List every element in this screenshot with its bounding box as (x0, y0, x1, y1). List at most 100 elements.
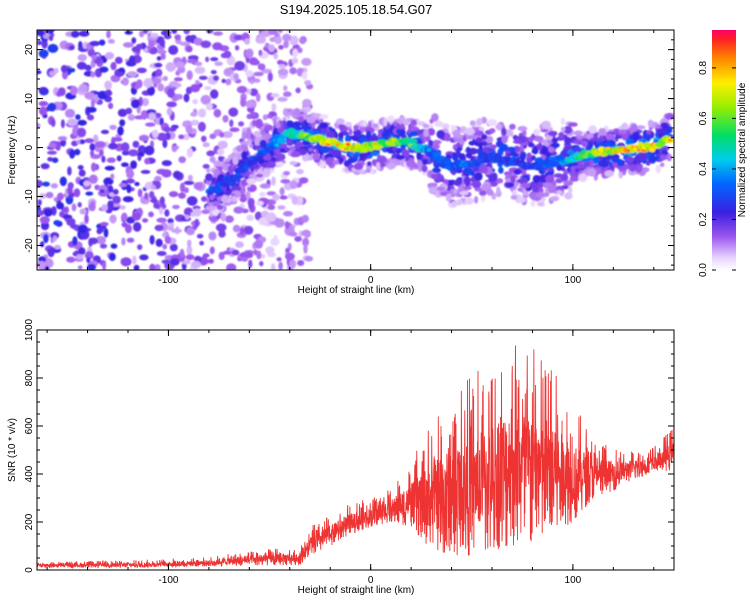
spectrogram-cell (635, 125, 646, 130)
colorbar-tick-label: 0.8 (698, 61, 709, 75)
spectrogram-cell (190, 84, 201, 93)
spectrogram-cell (87, 106, 97, 113)
spectrogram-cell (556, 190, 563, 195)
spectrogram-cell (474, 172, 483, 181)
snr-x-label: Height of straight line (km) (298, 585, 415, 596)
spectrogram-cell (186, 45, 193, 53)
spectrogram-cell (183, 180, 195, 185)
spectrogram-cell (78, 83, 89, 93)
x-tick-label: 100 (565, 275, 582, 286)
spectrogram-cell (532, 146, 539, 155)
spectrogram-cell (316, 134, 325, 141)
spectrogram-cell (210, 89, 219, 99)
spectrogram-cell (206, 205, 216, 211)
spectrogram-cell (225, 78, 232, 86)
spectrogram-cell (144, 145, 155, 156)
spectrogram-cell (201, 135, 207, 142)
spectrogram-cell (48, 35, 54, 41)
x-tick-label: 0 (368, 275, 374, 286)
spectrogram-cell (345, 121, 352, 127)
spectrogram-cell (223, 50, 232, 59)
spectrogram-cell (283, 210, 293, 217)
spectrogram-cell (249, 143, 254, 149)
spectrogram-cell (87, 48, 96, 57)
spectrogram-cell (131, 46, 141, 53)
spectrogram-cell (432, 167, 441, 174)
spectrogram-cell (39, 241, 45, 248)
spectrogram-cell (598, 127, 607, 136)
spectrogram-cell (265, 246, 275, 255)
spectrogram-cell (173, 77, 183, 82)
spectrogram-cell (246, 88, 252, 95)
spectrogram-cell (195, 79, 200, 85)
spectrogram-cell (132, 140, 140, 148)
spectrogram-cell (214, 187, 223, 193)
spectrogram-cell (238, 121, 245, 127)
spectrogram-cell (377, 156, 387, 164)
spectrogram-cell (39, 193, 47, 199)
spectrogram-cell (200, 94, 212, 105)
spectrogram-cell (166, 87, 175, 98)
spectrogram-cell (301, 214, 309, 223)
spectrogram-cell (272, 193, 280, 201)
spectrogram-cell (67, 186, 73, 195)
spectrogram-cell (53, 220, 61, 226)
spectrogram-cell (277, 68, 289, 76)
spectrogram-cell (47, 247, 55, 258)
spectrogram-cell (259, 192, 266, 197)
spectrogram-cell (107, 39, 115, 44)
spectrogram-cell (40, 163, 50, 170)
spectrogram-cell (655, 128, 666, 135)
spectrogram-cell (186, 245, 193, 256)
colorbar-ticks: 0.0 0.2 0.4 0.6 0.8 (698, 61, 736, 277)
spectrogram-cell (88, 237, 93, 247)
spectrogram-cell (618, 171, 623, 179)
y-tick-label: 600 (24, 417, 35, 434)
spectrogram-cell (509, 123, 516, 130)
spectrogram-cell (204, 86, 212, 91)
spectrogram-cell (90, 150, 95, 157)
spectrogram-cell (163, 34, 172, 40)
spectrogram-cell (89, 143, 96, 152)
spectrogram-y-label: Frequency (Hz) (7, 116, 18, 185)
colorbar-label: Normalized spectral amplitude (737, 82, 748, 217)
spectrogram-cell (145, 122, 156, 127)
spectrogram-cell (209, 156, 216, 163)
spectrogram-cell (499, 143, 509, 152)
y-tick-label: 400 (24, 465, 35, 482)
spectrogram-cell (149, 33, 159, 38)
spectrogram-cell (574, 168, 580, 173)
spectrogram-cell (459, 153, 466, 161)
spectrogram-cell (67, 166, 72, 176)
spectrogram-cell (655, 124, 661, 129)
spectrogram-cell (423, 128, 429, 138)
spectrogram-cell (320, 127, 328, 133)
spectrogram-cell (268, 44, 275, 52)
spectrogram-cell (134, 181, 140, 187)
spectrogram-cell (622, 122, 628, 129)
spectrogram-cell (39, 216, 50, 224)
y-tick-label: 200 (24, 513, 35, 530)
spectrogram-cell (178, 134, 185, 140)
spectrogram-cell (247, 138, 252, 144)
spectrogram-cell (568, 185, 573, 194)
spectrogram-cell (370, 151, 380, 156)
spectrogram-cell (520, 154, 526, 161)
spectrogram-cell (130, 160, 138, 169)
spectrogram-cell (377, 132, 383, 139)
spectrogram-cell (486, 189, 494, 196)
spectrogram-cell (156, 217, 167, 223)
spectrogram-cell (303, 232, 311, 238)
spectrogram-cell (625, 156, 635, 164)
spectrogram-cell (57, 87, 66, 97)
spectrogram-cell (231, 185, 242, 192)
spectrogram-cell (505, 182, 515, 188)
spectrogram-cell (74, 148, 81, 156)
spectrogram-cell (54, 244, 61, 250)
spectrogram-cell (125, 107, 133, 115)
spectrogram-cell (78, 30, 90, 37)
spectrogram-x-ticks: -100 0 100 (46, 30, 655, 286)
spectrogram-cell (121, 212, 128, 222)
spectrogram-cell (206, 150, 216, 157)
